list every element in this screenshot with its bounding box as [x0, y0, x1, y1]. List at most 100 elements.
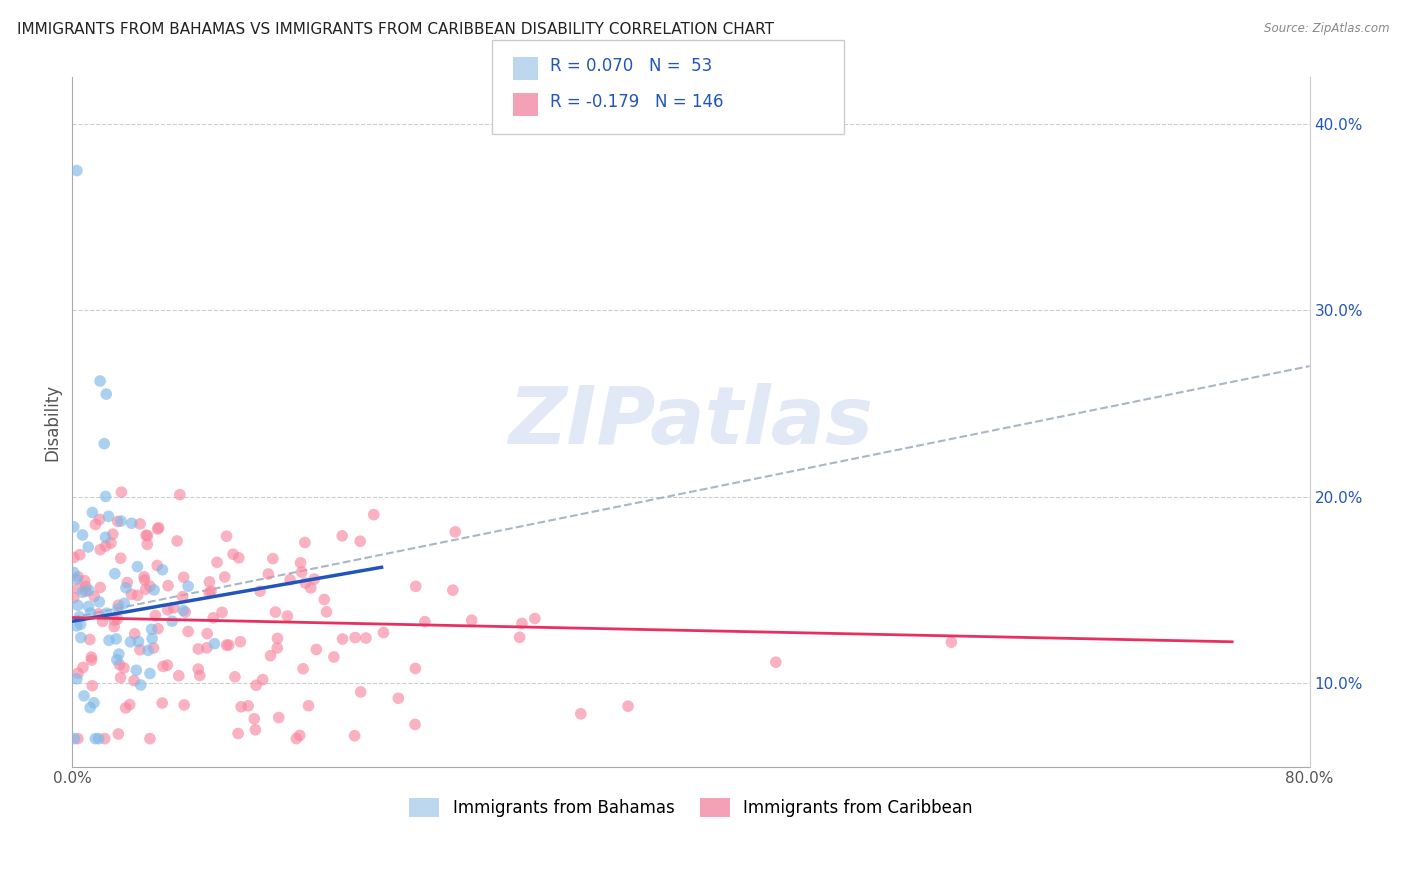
Point — [243, 712, 266, 726]
Point — [249, 584, 271, 599]
Point — [174, 605, 197, 619]
Point — [765, 655, 787, 669]
Point — [115, 575, 138, 590]
Point — [129, 516, 152, 531]
Point — [79, 700, 101, 714]
Point — [231, 699, 253, 714]
Point — [135, 582, 157, 597]
Point — [363, 508, 385, 522]
Point — [146, 622, 169, 636]
Point — [148, 521, 170, 535]
Point — [257, 567, 280, 582]
Point — [314, 592, 336, 607]
Point — [509, 630, 531, 644]
Point — [142, 640, 165, 655]
Point — [83, 590, 105, 604]
Point — [156, 603, 179, 617]
Point — [118, 698, 141, 712]
Point — [218, 638, 240, 652]
Point — [204, 637, 226, 651]
Point — [163, 600, 186, 615]
Point — [205, 555, 228, 569]
Point — [413, 615, 436, 629]
Point — [72, 660, 94, 674]
Point — [266, 640, 288, 655]
Point — [569, 706, 592, 721]
Point — [108, 647, 131, 661]
Point — [444, 524, 467, 539]
Point — [105, 632, 128, 646]
Point — [114, 701, 136, 715]
Point — [67, 609, 90, 624]
Point — [67, 570, 90, 584]
Point — [87, 731, 110, 746]
Point — [73, 574, 96, 588]
Point — [62, 520, 84, 534]
Legend: Immigrants from Bahamas, Immigrants from Caribbean: Immigrants from Bahamas, Immigrants from… — [402, 791, 979, 823]
Point — [146, 522, 169, 536]
Point — [89, 581, 111, 595]
Point — [226, 726, 249, 740]
Point — [315, 605, 337, 619]
Point — [211, 605, 233, 619]
Point — [100, 536, 122, 550]
Point — [139, 579, 162, 593]
Point — [276, 609, 298, 624]
Point — [404, 661, 426, 675]
Point — [441, 583, 464, 598]
Point — [107, 598, 129, 612]
Point — [120, 635, 142, 649]
Point — [152, 563, 174, 577]
Point — [214, 570, 236, 584]
Point — [228, 550, 250, 565]
Point — [62, 550, 84, 565]
Point — [72, 585, 94, 599]
Point — [69, 617, 91, 632]
Point — [136, 529, 159, 543]
Point — [136, 537, 159, 551]
Point — [69, 548, 91, 562]
Point — [79, 632, 101, 647]
Point — [94, 731, 117, 746]
Point — [523, 611, 546, 625]
Point — [267, 710, 290, 724]
Point — [343, 729, 366, 743]
Point — [77, 540, 100, 554]
Point — [245, 723, 267, 737]
Point — [285, 731, 308, 746]
Point — [373, 625, 395, 640]
Point — [89, 542, 111, 557]
Point — [89, 595, 111, 609]
Point — [66, 582, 89, 596]
Point — [79, 606, 101, 620]
Point — [66, 731, 89, 746]
Point — [304, 572, 326, 586]
Point — [127, 559, 149, 574]
Point — [107, 612, 129, 626]
Point — [166, 533, 188, 548]
Point — [108, 657, 131, 672]
Point — [145, 608, 167, 623]
Point — [66, 163, 89, 178]
Point — [62, 566, 84, 580]
Point — [66, 666, 89, 681]
Point — [290, 556, 312, 570]
Point — [288, 728, 311, 742]
Point — [66, 572, 89, 586]
Point — [63, 731, 86, 746]
Point — [62, 591, 84, 605]
Point — [110, 671, 132, 685]
Point — [198, 586, 221, 600]
Point — [173, 698, 195, 712]
Point — [112, 596, 135, 610]
Point — [172, 590, 194, 604]
Point — [222, 547, 245, 561]
Point — [294, 576, 316, 591]
Point — [264, 605, 287, 619]
Point — [69, 631, 91, 645]
Point — [202, 611, 225, 625]
Point — [139, 731, 162, 746]
Point — [157, 579, 180, 593]
Point — [82, 506, 104, 520]
Point — [96, 387, 118, 401]
